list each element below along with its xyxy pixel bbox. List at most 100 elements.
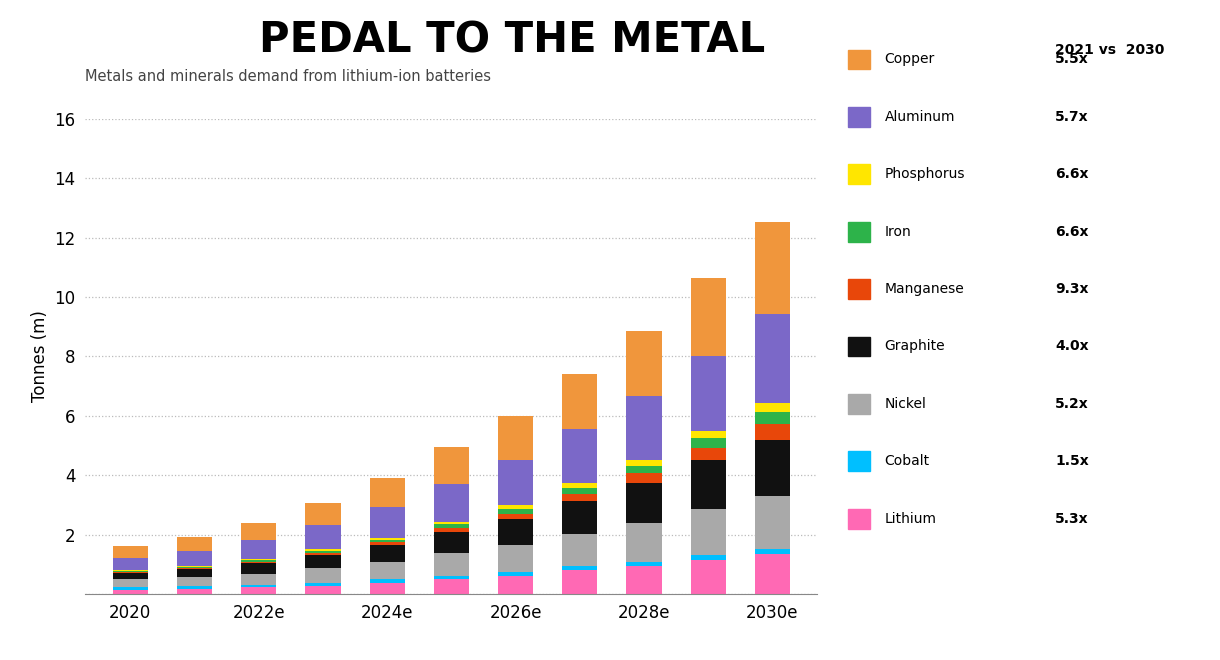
Bar — [242, 560, 277, 562]
Bar — [242, 564, 277, 574]
Bar — [626, 396, 661, 460]
Bar — [626, 523, 661, 562]
Bar — [691, 461, 726, 510]
Bar — [112, 589, 148, 594]
Text: 6.6x: 6.6x — [1055, 224, 1088, 239]
Bar — [755, 222, 791, 314]
Bar — [177, 577, 212, 586]
Bar — [755, 549, 791, 554]
Text: Lithium: Lithium — [884, 512, 937, 526]
Bar — [434, 484, 468, 521]
Text: 1.5x: 1.5x — [1055, 454, 1089, 469]
Bar — [434, 576, 468, 579]
Bar — [755, 424, 791, 440]
Bar — [305, 502, 340, 525]
Bar — [177, 589, 212, 594]
Bar — [370, 478, 405, 508]
Y-axis label: Tonnes (m): Tonnes (m) — [30, 310, 49, 403]
Bar — [242, 587, 277, 594]
Bar — [755, 554, 791, 594]
Bar — [562, 534, 598, 566]
Bar — [498, 545, 533, 572]
Bar — [370, 583, 405, 594]
Bar — [691, 556, 726, 560]
Bar — [498, 416, 533, 461]
Bar — [305, 556, 340, 568]
Bar — [562, 488, 598, 494]
Bar — [370, 562, 405, 579]
Bar — [370, 545, 405, 562]
Bar — [562, 566, 598, 570]
Bar — [177, 569, 212, 577]
Text: 5.3x: 5.3x — [1055, 512, 1089, 526]
Bar — [242, 585, 277, 587]
Bar — [242, 559, 277, 560]
Bar — [305, 553, 340, 556]
Text: 9.3x: 9.3x — [1055, 282, 1088, 296]
Bar — [755, 412, 791, 424]
Text: Aluminum: Aluminum — [884, 110, 955, 124]
Text: Nickel: Nickel — [884, 397, 926, 411]
Bar — [691, 438, 726, 448]
Bar — [177, 567, 212, 568]
Text: 6.6x: 6.6x — [1055, 167, 1088, 182]
Bar — [434, 579, 468, 594]
Bar — [498, 519, 533, 545]
Bar — [112, 573, 148, 579]
Bar — [691, 510, 726, 556]
Bar — [305, 525, 340, 549]
Text: 2021 vs  2030: 2021 vs 2030 — [1055, 42, 1165, 57]
Bar — [370, 537, 405, 540]
Bar — [177, 551, 212, 566]
Bar — [755, 496, 791, 549]
Bar — [498, 506, 533, 509]
Bar — [177, 568, 212, 569]
Text: Iron: Iron — [884, 224, 911, 239]
Bar — [498, 509, 533, 513]
Bar — [562, 570, 598, 594]
Bar — [498, 572, 533, 576]
Bar — [112, 579, 148, 587]
Bar — [626, 562, 661, 566]
Bar — [177, 566, 212, 567]
Bar — [626, 483, 661, 523]
Bar — [305, 551, 340, 553]
Text: Metals and minerals demand from lithium-ion batteries: Metals and minerals demand from lithium-… — [85, 69, 492, 84]
Bar — [434, 553, 468, 576]
Bar — [370, 540, 405, 543]
Bar — [691, 356, 726, 431]
Bar — [242, 574, 277, 585]
Bar — [305, 549, 340, 551]
Bar — [370, 579, 405, 583]
Text: PEDAL TO THE METAL: PEDAL TO THE METAL — [260, 20, 765, 62]
Bar — [242, 540, 277, 559]
Bar — [691, 448, 726, 461]
Text: Graphite: Graphite — [884, 339, 946, 354]
Bar — [626, 566, 661, 594]
Text: Cobalt: Cobalt — [884, 454, 930, 469]
Bar — [755, 403, 791, 412]
Bar — [434, 524, 468, 528]
Text: 5.5x: 5.5x — [1055, 52, 1089, 67]
Bar — [562, 429, 598, 483]
Text: Manganese: Manganese — [884, 282, 964, 296]
Bar — [691, 278, 726, 356]
Bar — [177, 586, 212, 589]
Bar — [562, 374, 598, 429]
Bar — [626, 331, 661, 396]
Text: 5.2x: 5.2x — [1055, 397, 1089, 411]
Text: 4.0x: 4.0x — [1055, 339, 1089, 354]
Bar — [305, 583, 340, 585]
Bar — [626, 473, 661, 483]
Bar — [112, 572, 148, 573]
Bar — [305, 568, 340, 583]
Bar — [691, 431, 726, 438]
Bar — [691, 560, 726, 594]
Bar — [434, 528, 468, 532]
Bar — [498, 461, 533, 506]
Bar — [562, 501, 598, 534]
Bar — [498, 576, 533, 594]
Bar — [434, 532, 468, 553]
Bar — [370, 543, 405, 545]
Bar — [498, 513, 533, 519]
